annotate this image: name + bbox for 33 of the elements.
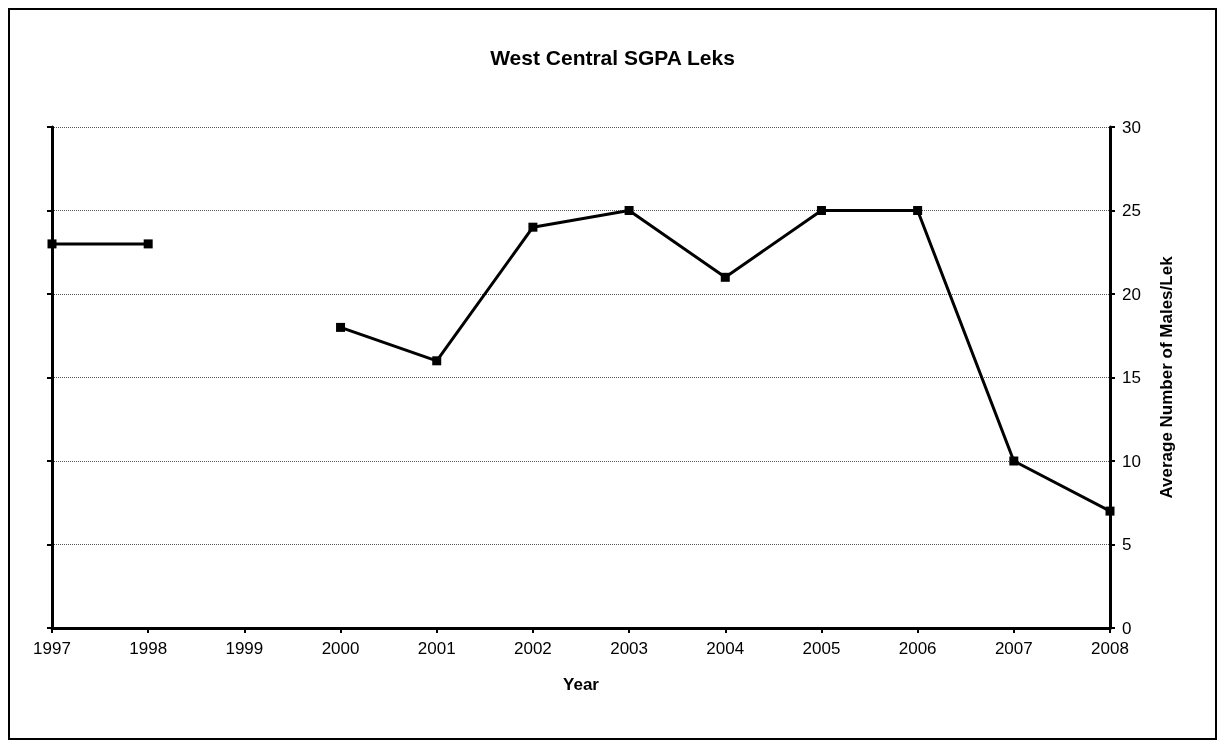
point: [720, 272, 730, 282]
x-tick-label: 1997: [33, 639, 71, 658]
point: [624, 206, 634, 215]
point: [1009, 456, 1019, 466]
y-tick-label: 0: [1122, 618, 1132, 638]
x-axis-title: Year: [563, 675, 600, 694]
point: [913, 206, 923, 215]
x-tick-label: 2000: [321, 639, 360, 658]
x-tick-label: 1999: [225, 639, 264, 658]
y-tick-label: 10: [1122, 451, 1141, 471]
x-tick-label: 2004: [706, 639, 745, 658]
point: [432, 356, 442, 366]
point: [336, 322, 346, 332]
x-tick-label: 2003: [610, 639, 648, 658]
y-tick-label: 15: [1122, 368, 1141, 387]
y-tick-label: 30: [1122, 117, 1141, 137]
point: [1105, 506, 1115, 516]
y-tick-label: 20: [1122, 284, 1141, 304]
y-axis-title: Average Number of Males/Lek: [1157, 255, 1176, 499]
y-tick-label: 5: [1122, 535, 1132, 554]
x-tick-label: 2002: [514, 639, 552, 658]
x-tick-label: 2008: [1091, 639, 1129, 658]
point: [143, 239, 153, 249]
x-tick-label: 2005: [802, 639, 841, 658]
x-tick-label: 2006: [898, 639, 937, 658]
x-tick-label: 1998: [129, 639, 168, 658]
chart-title: West Central SGPA Leks: [490, 46, 735, 69]
point: [528, 222, 538, 232]
y-tick-label: 25: [1122, 201, 1141, 220]
x-tick-label: 2001: [417, 639, 456, 658]
x-tick-label: 2007: [994, 639, 1033, 658]
point: [816, 206, 826, 215]
point: [47, 239, 57, 249]
